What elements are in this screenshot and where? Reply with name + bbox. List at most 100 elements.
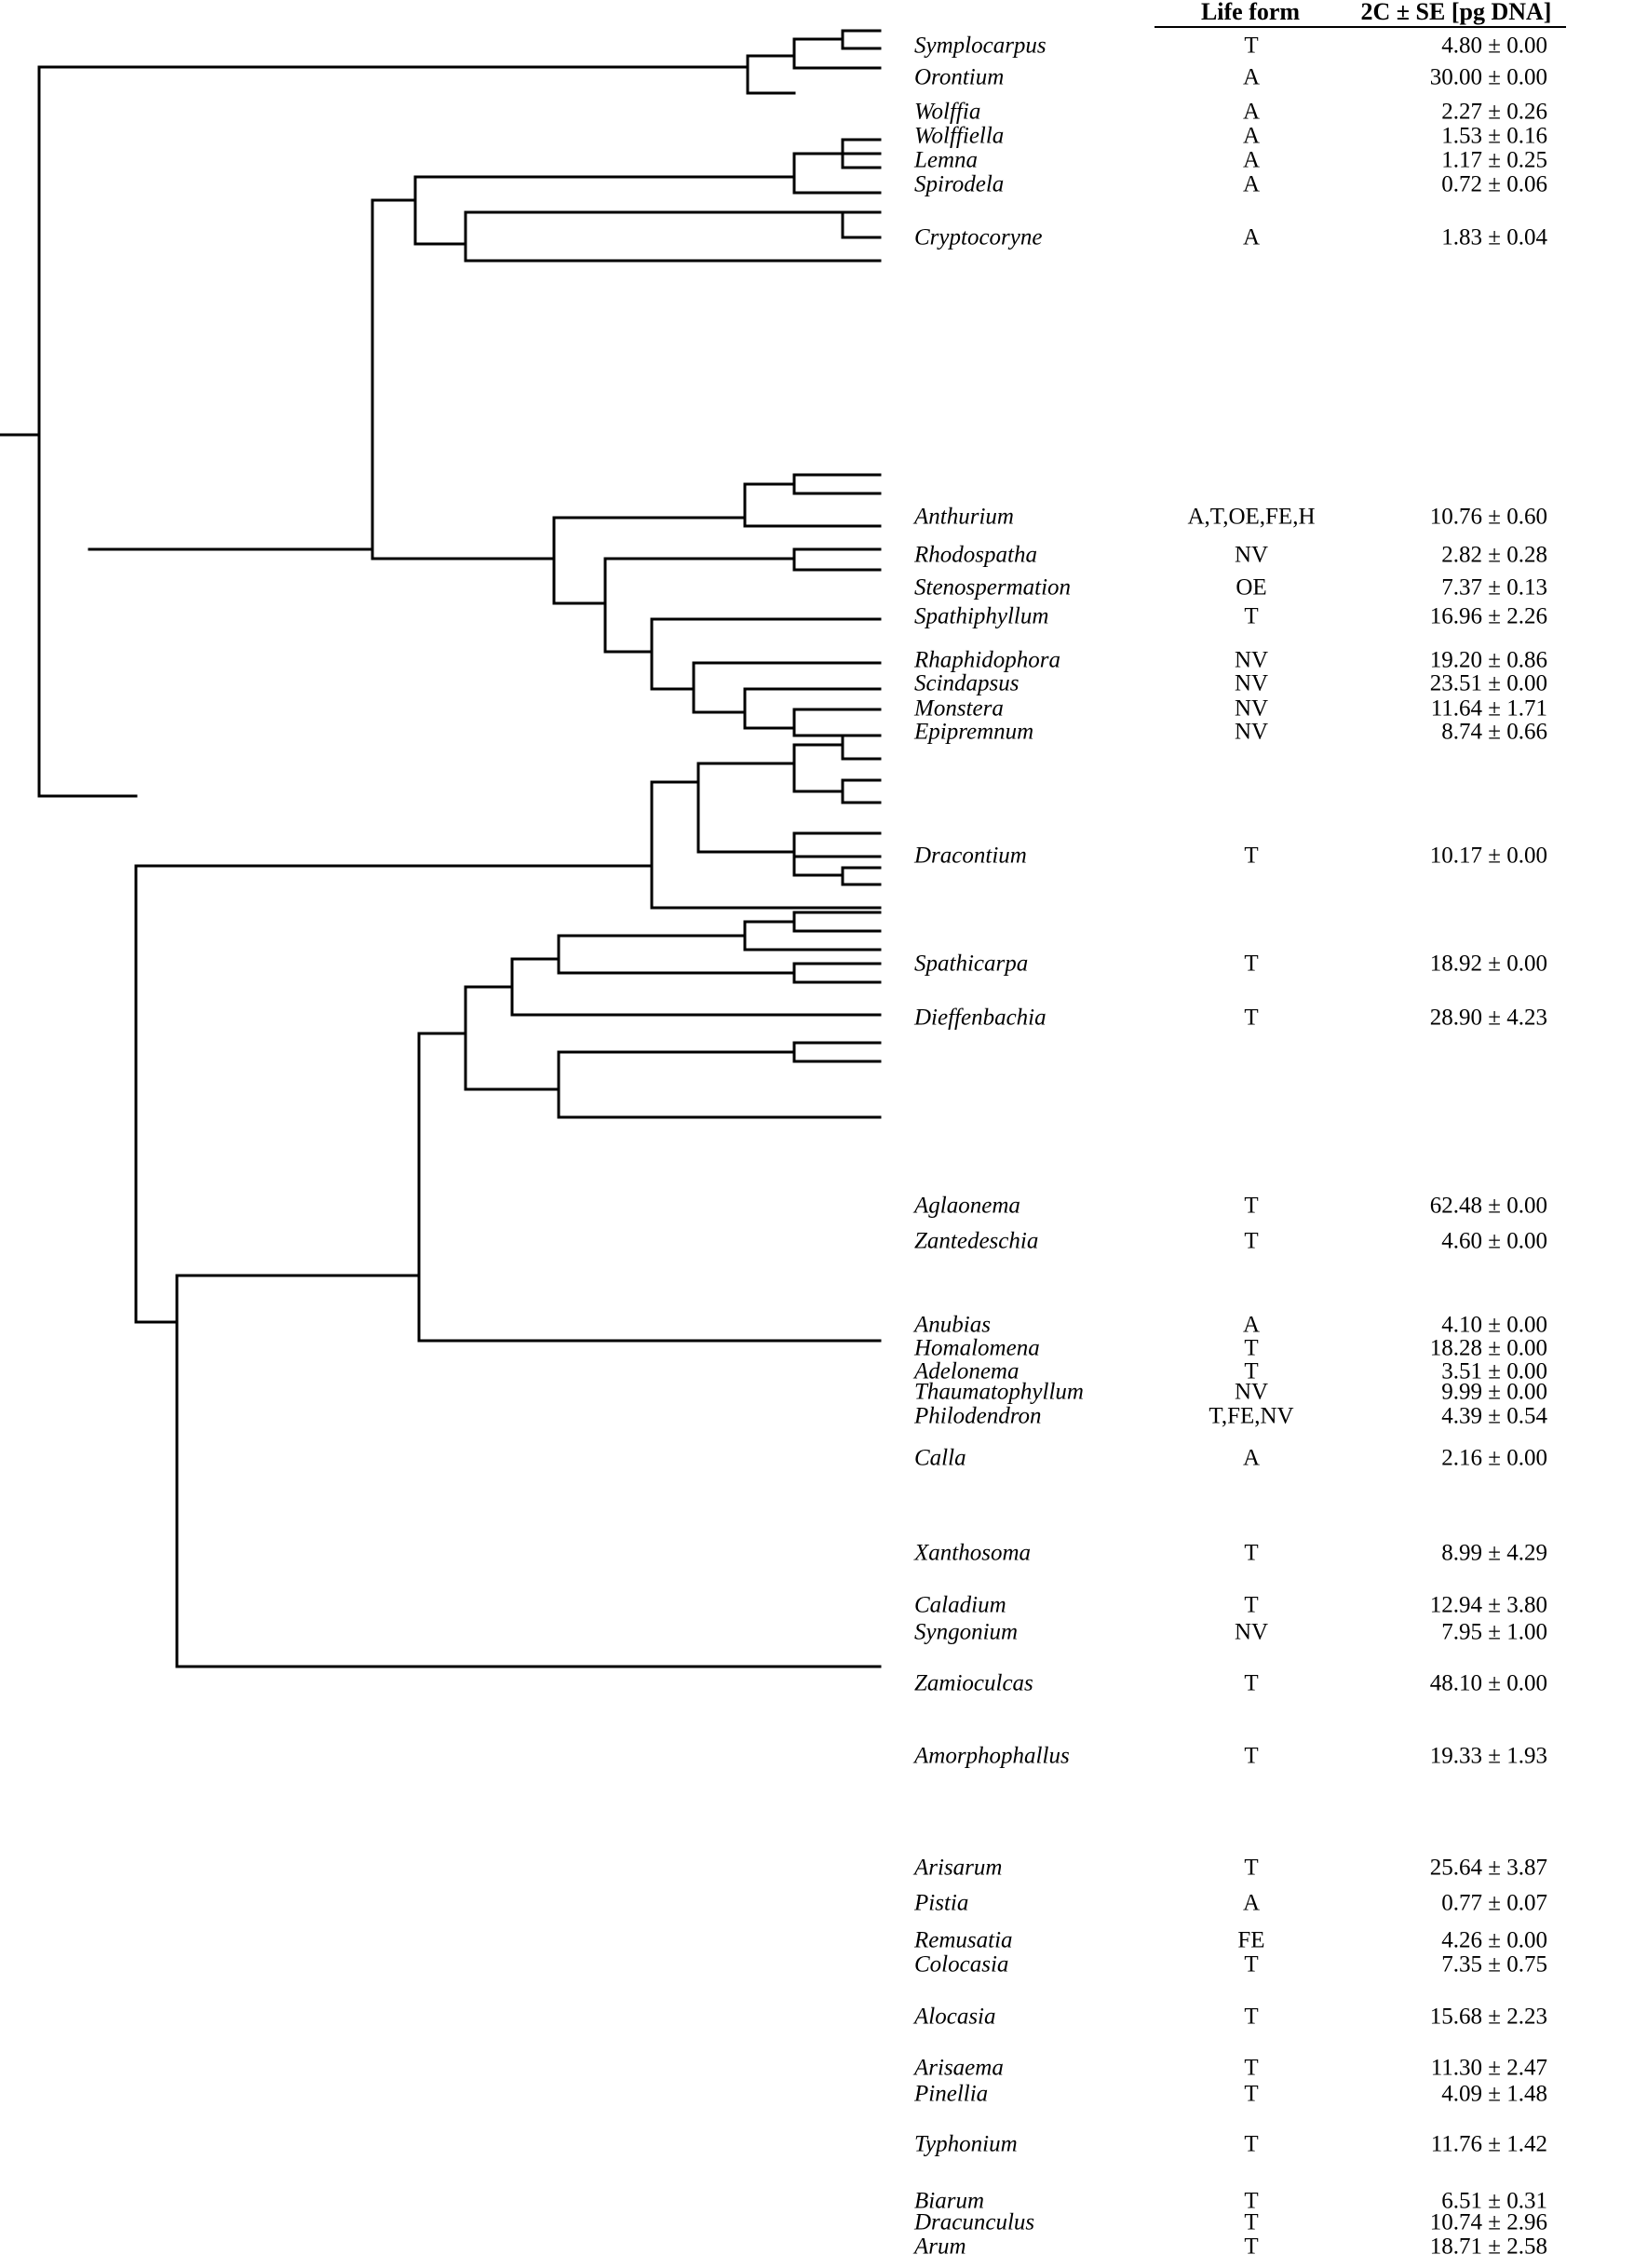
genus-name: Stenospermation	[914, 574, 1072, 601]
genome-size-value: 1.17 ± 0.25	[1441, 147, 1547, 173]
genome-size-value: 1.83 ± 0.04	[1441, 224, 1547, 250]
genome-size-value: 4.26 ± 0.00	[1441, 1927, 1547, 1953]
genus-name: Spathicarpa	[914, 951, 1029, 977]
genus-name: Anubias	[914, 1312, 991, 1338]
genome-size-value: 48.10 ± 0.00	[1429, 1670, 1547, 1696]
life-form-text: T	[1244, 33, 1259, 59]
genome-size-value: 11.30 ± 2.47	[1430, 2055, 1547, 2081]
life-form-text: A	[1242, 147, 1261, 173]
genus-name: Arisaema	[914, 2055, 1004, 2081]
life-form-text: OE	[1236, 574, 1267, 601]
genome-size-value: 23.51 ± 0.00	[1429, 670, 1547, 696]
genus-name: Amorphophallus	[914, 1743, 1070, 1769]
genus-name: Homalomena	[914, 1335, 1040, 1361]
genome-size-value: 1.53 ± 0.16	[1441, 123, 1547, 149]
genus-name: Spirodela	[914, 171, 1005, 197]
life-form-text: A	[1242, 99, 1261, 125]
life-form-text: NV	[1234, 719, 1269, 745]
genus-name: Wolffiella	[914, 123, 1005, 149]
genome-size-value: 8.99 ± 4.29	[1441, 1540, 1547, 1566]
genus-name: Zantedeschia	[914, 1228, 1039, 1254]
genome-size-value: 19.33 ± 1.93	[1429, 1743, 1547, 1769]
genome-size-value: 30.00 ± 0.00	[1429, 64, 1547, 90]
genus-name: Thaumatophyllum	[914, 1379, 1084, 1405]
genus-name: Colocasia	[914, 1951, 1009, 1978]
genome-size-value: 2.82 ± 0.28	[1441, 542, 1547, 568]
life-form-text: A	[1242, 123, 1261, 149]
genome-size-value: 15.68 ± 2.23	[1429, 2004, 1547, 2030]
header-rule	[1155, 26, 1566, 28]
genus-name: Dracontium	[914, 843, 1027, 869]
life-form-text: T	[1244, 1670, 1259, 1696]
life-form-text: A	[1242, 1312, 1261, 1338]
genus-name: Lemna	[914, 147, 979, 173]
genome-size-value: 18.92 ± 0.00	[1429, 951, 1547, 977]
genus-name: Xanthosoma	[914, 1540, 1031, 1566]
life-form-text: T	[1244, 843, 1259, 869]
life-form-text: NV	[1234, 1379, 1269, 1405]
genus-name: Caladium	[914, 1592, 1006, 1618]
genus-name: Adelonema	[914, 1358, 1020, 1384]
genome-size-value: 18.71 ± 2.58	[1429, 2234, 1547, 2260]
life-form-text: A	[1242, 1445, 1261, 1471]
genus-name: Syngonium	[914, 1619, 1019, 1645]
genus-name: Arum	[914, 2234, 966, 2260]
genome-size-value: 28.90 ± 4.23	[1429, 1005, 1547, 1031]
life-form-text: T	[1244, 1193, 1259, 1219]
life-form-text: A	[1242, 64, 1261, 90]
genome-size-value: 7.37 ± 0.13	[1441, 574, 1547, 601]
life-form-text: NV	[1234, 670, 1269, 696]
genome-size-value: 4.60 ± 0.00	[1441, 1228, 1547, 1254]
life-form-text: NV	[1234, 647, 1269, 673]
genus-name: Biarum	[914, 2188, 984, 2214]
life-form-text: A	[1242, 171, 1261, 197]
life-form-text: T	[1244, 2209, 1259, 2235]
genome-size-value: 4.80 ± 0.00	[1441, 33, 1547, 59]
genome-size-value: 4.10 ± 0.00	[1441, 1312, 1547, 1338]
genus-name: Rhaphidophora	[914, 647, 1060, 673]
life-form-text: T	[1244, 2081, 1259, 2107]
genus-name: Dracunculus	[914, 2209, 1035, 2235]
life-form-text: T	[1244, 1228, 1259, 1254]
life-form-text: NV	[1234, 1619, 1269, 1645]
genome-size-value: 10.17 ± 0.00	[1429, 843, 1547, 869]
genome-size-value: 18.28 ± 0.00	[1429, 1335, 1547, 1361]
life-form-text: T	[1244, 1743, 1259, 1769]
life-form-text: T	[1244, 1358, 1259, 1384]
life-form-text: T	[1244, 1335, 1259, 1361]
genome-size-value: 7.35 ± 0.75	[1441, 1951, 1547, 1978]
life-form-text: A	[1242, 1890, 1261, 1916]
genome-size-value: 6.51 ± 0.31	[1441, 2188, 1547, 2214]
genome-size-value: 8.74 ± 0.66	[1441, 719, 1547, 745]
life-form-text: FE	[1237, 1927, 1265, 1953]
life-form-text: T	[1244, 2004, 1259, 2030]
genus-name: Dieffenbachia	[914, 1005, 1047, 1031]
life-form-text: T	[1244, 603, 1259, 629]
genome-size-value: 3.51 ± 0.00	[1441, 1358, 1547, 1384]
genus-name: Arisarum	[914, 1855, 1003, 1881]
genome-size-value: 11.64 ± 1.71	[1430, 695, 1547, 722]
life-form-text: T	[1244, 1005, 1259, 1031]
genus-name: Epipremnum	[914, 719, 1034, 745]
genus-name: Spathiphyllum	[914, 603, 1049, 629]
life-form-text: T	[1244, 2188, 1259, 2214]
genome-size-value: 12.94 ± 3.80	[1429, 1592, 1547, 1618]
genus-name: Monstera	[914, 695, 1004, 722]
genome-size-value: 7.95 ± 1.00	[1441, 1619, 1547, 1645]
genus-name: Anthurium	[914, 504, 1014, 530]
genus-name: Rhodospatha	[914, 542, 1037, 568]
genus-name: Wolffia	[914, 99, 981, 125]
genome-size-value: 0.77 ± 0.07	[1441, 1890, 1547, 1916]
genome-size-value: 9.99 ± 0.00	[1441, 1379, 1547, 1405]
genus-name: Aglaonema	[914, 1193, 1020, 1219]
genome-size-value: 16.96 ± 2.26	[1429, 603, 1547, 629]
genome-size-value: 11.76 ± 1.42	[1430, 2131, 1547, 2157]
life-form-text: A,T,OE,FE,H	[1187, 504, 1316, 530]
genus-name: Zamioculcas	[914, 1670, 1033, 1696]
life-form-text: T	[1244, 1592, 1259, 1618]
genome-size-value: 10.74 ± 2.96	[1429, 2209, 1547, 2235]
life-form-text: NV	[1234, 542, 1269, 568]
genome-size-header: 2C ± SE [pg DNA]	[1360, 0, 1552, 25]
genus-name: Philodendron	[914, 1403, 1042, 1429]
life-form-text: T	[1244, 2131, 1259, 2157]
